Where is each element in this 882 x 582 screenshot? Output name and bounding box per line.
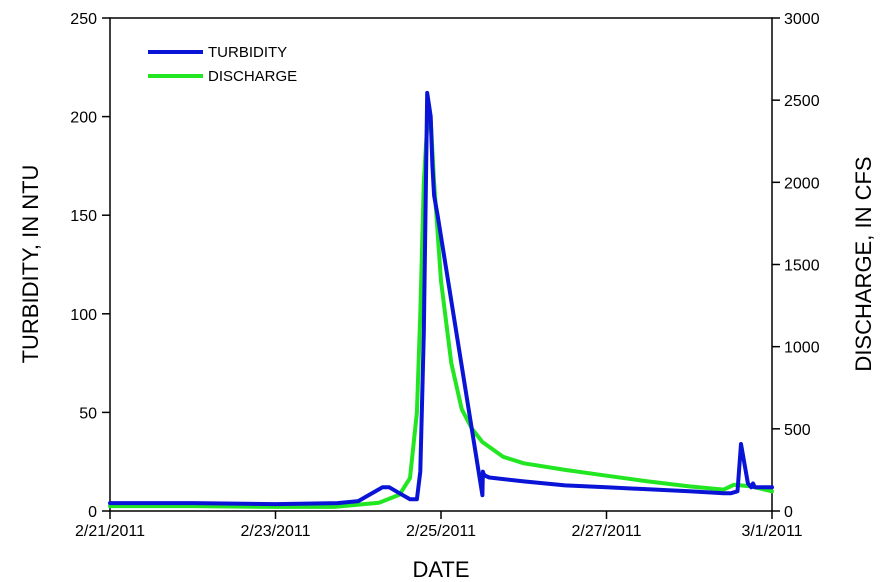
right-tick-label: 500 [784, 422, 811, 439]
series-line-discharge [108, 117, 774, 509]
x-tick-label: 2/21/2011 [75, 523, 145, 540]
left-tick-label: 50 [79, 405, 97, 422]
left-tick-label: 200 [70, 110, 97, 127]
legend-label-discharge: DISCHARGE [208, 68, 297, 85]
legend: TURBIDITY DISCHARGE [148, 44, 297, 85]
left-tick-label: 100 [70, 307, 97, 324]
legend-label-turbidity: TURBIDITY [208, 44, 287, 61]
left-tick-label: 150 [70, 208, 97, 225]
left-tick-label: 0 [88, 504, 97, 521]
left-axis-title: TURBIDITY, IN NTU [18, 165, 43, 364]
x-axis-title: DATE [412, 557, 469, 582]
right-tick-label: 1000 [784, 340, 820, 357]
left-axis-ticks: 0 50 100 150 200 250 [70, 11, 110, 521]
x-tick-label: 2/23/2011 [241, 523, 311, 540]
series-layer [108, 90, 774, 509]
right-tick-label: 0 [784, 504, 793, 521]
right-axis-ticks: 0 500 1000 1500 2000 2500 3000 [772, 11, 820, 521]
right-tick-label: 2000 [784, 175, 820, 192]
x-tick-label: 2/25/2011 [406, 523, 476, 540]
left-tick-label: 250 [70, 11, 97, 28]
right-tick-label: 2500 [784, 93, 820, 110]
series-line-turbidity [108, 90, 774, 507]
right-tick-label: 3000 [784, 11, 820, 28]
right-axis-title: DISCHARGE, IN CFS [851, 156, 876, 371]
x-axis-ticks: 2/21/2011 2/23/2011 2/25/2011 2/27/2011 3/1/… [75, 511, 803, 540]
x-tick-label: 2/27/2011 [572, 523, 642, 540]
x-tick-label: 3/1/2011 [741, 523, 802, 540]
right-tick-label: 1500 [784, 258, 820, 275]
